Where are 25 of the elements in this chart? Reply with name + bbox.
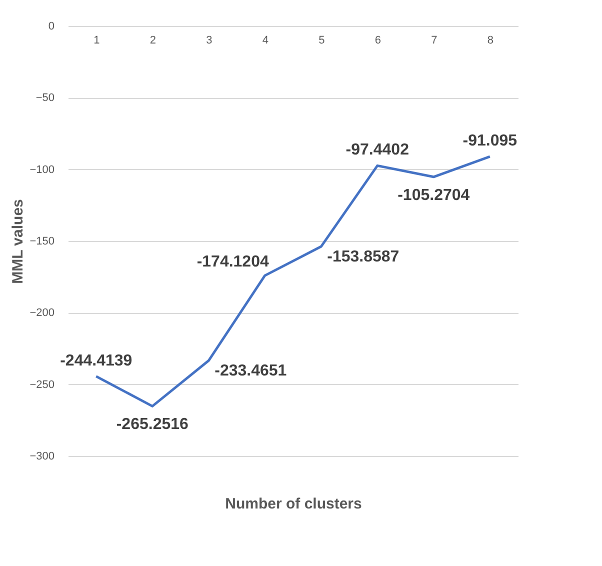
data-label: -265.2516	[116, 416, 189, 434]
y-tick-label: −150	[30, 236, 54, 248]
data-label: -174.1204	[196, 254, 269, 271]
y-tick-label: −100	[30, 164, 54, 176]
x-tick-label: 7	[431, 34, 438, 46]
y-tick-label: 0	[48, 20, 54, 32]
y-axis-title: MML values	[10, 199, 27, 284]
y-tick-label: −300	[30, 450, 54, 462]
data-label: -233.4651	[214, 362, 287, 380]
x-tick-label: 6	[374, 34, 381, 46]
x-tick-label: 5	[318, 34, 325, 46]
data-label: -97.4402	[346, 142, 410, 159]
y-tick-label: −200	[30, 307, 54, 320]
data-label: -153.8587	[327, 248, 400, 266]
data-label: -91.095	[462, 132, 518, 150]
data-label: -105.2704	[398, 186, 470, 204]
y-tick-label: −250	[30, 378, 54, 391]
x-tick-label: 1	[94, 34, 100, 46]
x-tick-label: 2	[150, 34, 156, 46]
x-axis-title: Number of clusters	[225, 496, 362, 512]
x-tick-label: 8	[487, 34, 494, 46]
y-tick-label: −50	[36, 92, 54, 104]
x-tick-label: 4	[262, 34, 268, 46]
data-label: -244.4139	[60, 352, 132, 370]
x-tick-label: 3	[206, 34, 212, 46]
